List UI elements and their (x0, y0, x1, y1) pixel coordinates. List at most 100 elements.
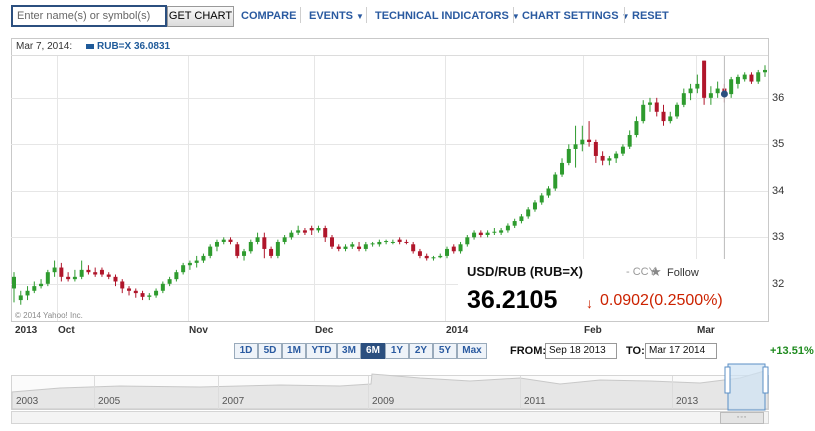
x-tick-label: Mar (697, 325, 715, 336)
range-button-5d[interactable]: 5D (258, 343, 282, 359)
candle-body (187, 262, 192, 266)
candle-body (248, 241, 253, 252)
candle-body (702, 60, 707, 98)
candle-body (424, 255, 429, 259)
candle-body (79, 269, 84, 277)
candle-body (106, 274, 111, 277)
candle-body (309, 228, 314, 231)
candle-body (228, 239, 233, 242)
x-tick-label: Dec (315, 325, 334, 336)
candle-body (472, 232, 477, 238)
navigator-scrollbar[interactable] (11, 411, 769, 424)
candle-body (167, 279, 172, 284)
technical-indicators-menu[interactable]: TECHNICAL INDICATORS ▼ (375, 10, 520, 22)
to-date-input[interactable]: Mar 17 2014 (645, 343, 717, 359)
candle-body (296, 230, 301, 233)
candle-body (343, 246, 348, 249)
range-button-ytd[interactable]: YTD (306, 343, 337, 359)
range-button-max[interactable]: Max (457, 343, 487, 359)
navigator-year-label: 2007 (222, 396, 245, 407)
candle-body (181, 265, 186, 273)
symbol-search-input[interactable]: Enter name(s) or symbol(s) (11, 5, 167, 27)
compare-menu[interactable]: COMPARE (241, 10, 296, 22)
candle-body (526, 209, 531, 217)
quote-change: 0.0902(0.2500%) (600, 292, 723, 309)
candle-body (478, 232, 483, 235)
range-button-1y[interactable]: 1Y (385, 343, 409, 359)
range-button-5y[interactable]: 5Y (433, 343, 457, 359)
copyright-watermark: © 2014 Yahoo! Inc. (15, 311, 83, 320)
scrollbar-grip[interactable]: ◦◦◦ (720, 412, 764, 424)
reset-button[interactable]: RESET (632, 10, 669, 22)
star-icon[interactable]: ★ (650, 264, 662, 279)
candle-body (735, 76, 740, 84)
candle-body (634, 121, 639, 136)
candle-body (269, 248, 274, 256)
candle-body (641, 104, 646, 122)
follow-button[interactable]: Follow (667, 267, 699, 279)
legend-series-value: RUB=X 36.0831 (97, 41, 171, 52)
candle-body (390, 241, 395, 243)
candle-body (282, 237, 287, 242)
candle-body (519, 216, 524, 222)
get-chart-button[interactable]: GET CHART (167, 6, 234, 27)
candle-body (397, 239, 402, 242)
candle-body (620, 146, 625, 154)
range-button-2y[interactable]: 2Y (409, 343, 433, 359)
candle-body (113, 276, 118, 282)
range-button-6m[interactable]: 6M (361, 343, 385, 359)
candle-body (593, 142, 598, 156)
quote-box: USD/RUB (RUB=X) - CCY ★ Follow 36.2105 ↓… (458, 259, 768, 321)
events-label: EVENTS (309, 10, 354, 22)
range-button-3m[interactable]: 3M (337, 343, 361, 359)
chart-legend: Mar 7, 2014: RUB=X 36.0831 (11, 38, 768, 55)
quote-price: 36.2105 (467, 286, 558, 314)
navigator-right-handle[interactable] (762, 366, 769, 394)
candle-body (668, 116, 673, 122)
events-menu[interactable]: EVENTS ▼ (309, 10, 364, 22)
range-change-percent: +13.51% (770, 345, 814, 357)
candle-body (627, 135, 632, 147)
x-tick-label: Feb (584, 325, 602, 336)
navigator-year-label: 2003 (16, 396, 39, 407)
candle-body (133, 290, 138, 294)
y-tick-label: 34 (772, 184, 785, 197)
caret-down-icon: ▼ (511, 12, 520, 21)
candle-body (32, 286, 37, 291)
candle-body (350, 244, 355, 247)
navigator-left-handle[interactable] (724, 366, 731, 394)
from-date-input[interactable]: Sep 18 2013 (545, 343, 617, 359)
candle-body (445, 248, 450, 256)
from-label: FROM: (510, 345, 547, 357)
candle-body (485, 232, 490, 235)
chart-grid (11, 56, 768, 321)
range-button-1d[interactable]: 1D (234, 343, 258, 359)
candle-body (647, 102, 652, 105)
candle-body (99, 269, 104, 275)
chart-settings-menu[interactable]: CHART SETTINGS ▼ (522, 10, 629, 22)
candle-body (587, 139, 592, 143)
candle-body (235, 244, 240, 256)
candle-body (742, 74, 747, 80)
candle-body (127, 288, 132, 291)
candle-body (756, 72, 761, 82)
navigator-year-label: 2013 (676, 396, 699, 407)
candle-body (661, 111, 666, 122)
candle-body (417, 251, 422, 256)
candle-body (573, 144, 578, 149)
navigator-selection[interactable] (727, 363, 766, 411)
candle-body (546, 188, 551, 196)
x-tick-label: Oct (58, 325, 75, 336)
candle-body (499, 230, 504, 233)
highlight-point (720, 90, 728, 98)
candle-body (505, 225, 510, 231)
candle-body (708, 93, 713, 98)
candle-body (614, 153, 619, 159)
candle-body (451, 246, 456, 252)
candle-body (377, 241, 382, 245)
reset-label: RESET (632, 10, 669, 22)
range-button-1m[interactable]: 1M (282, 343, 306, 359)
candle-body (174, 272, 179, 280)
candle-body (566, 148, 571, 163)
